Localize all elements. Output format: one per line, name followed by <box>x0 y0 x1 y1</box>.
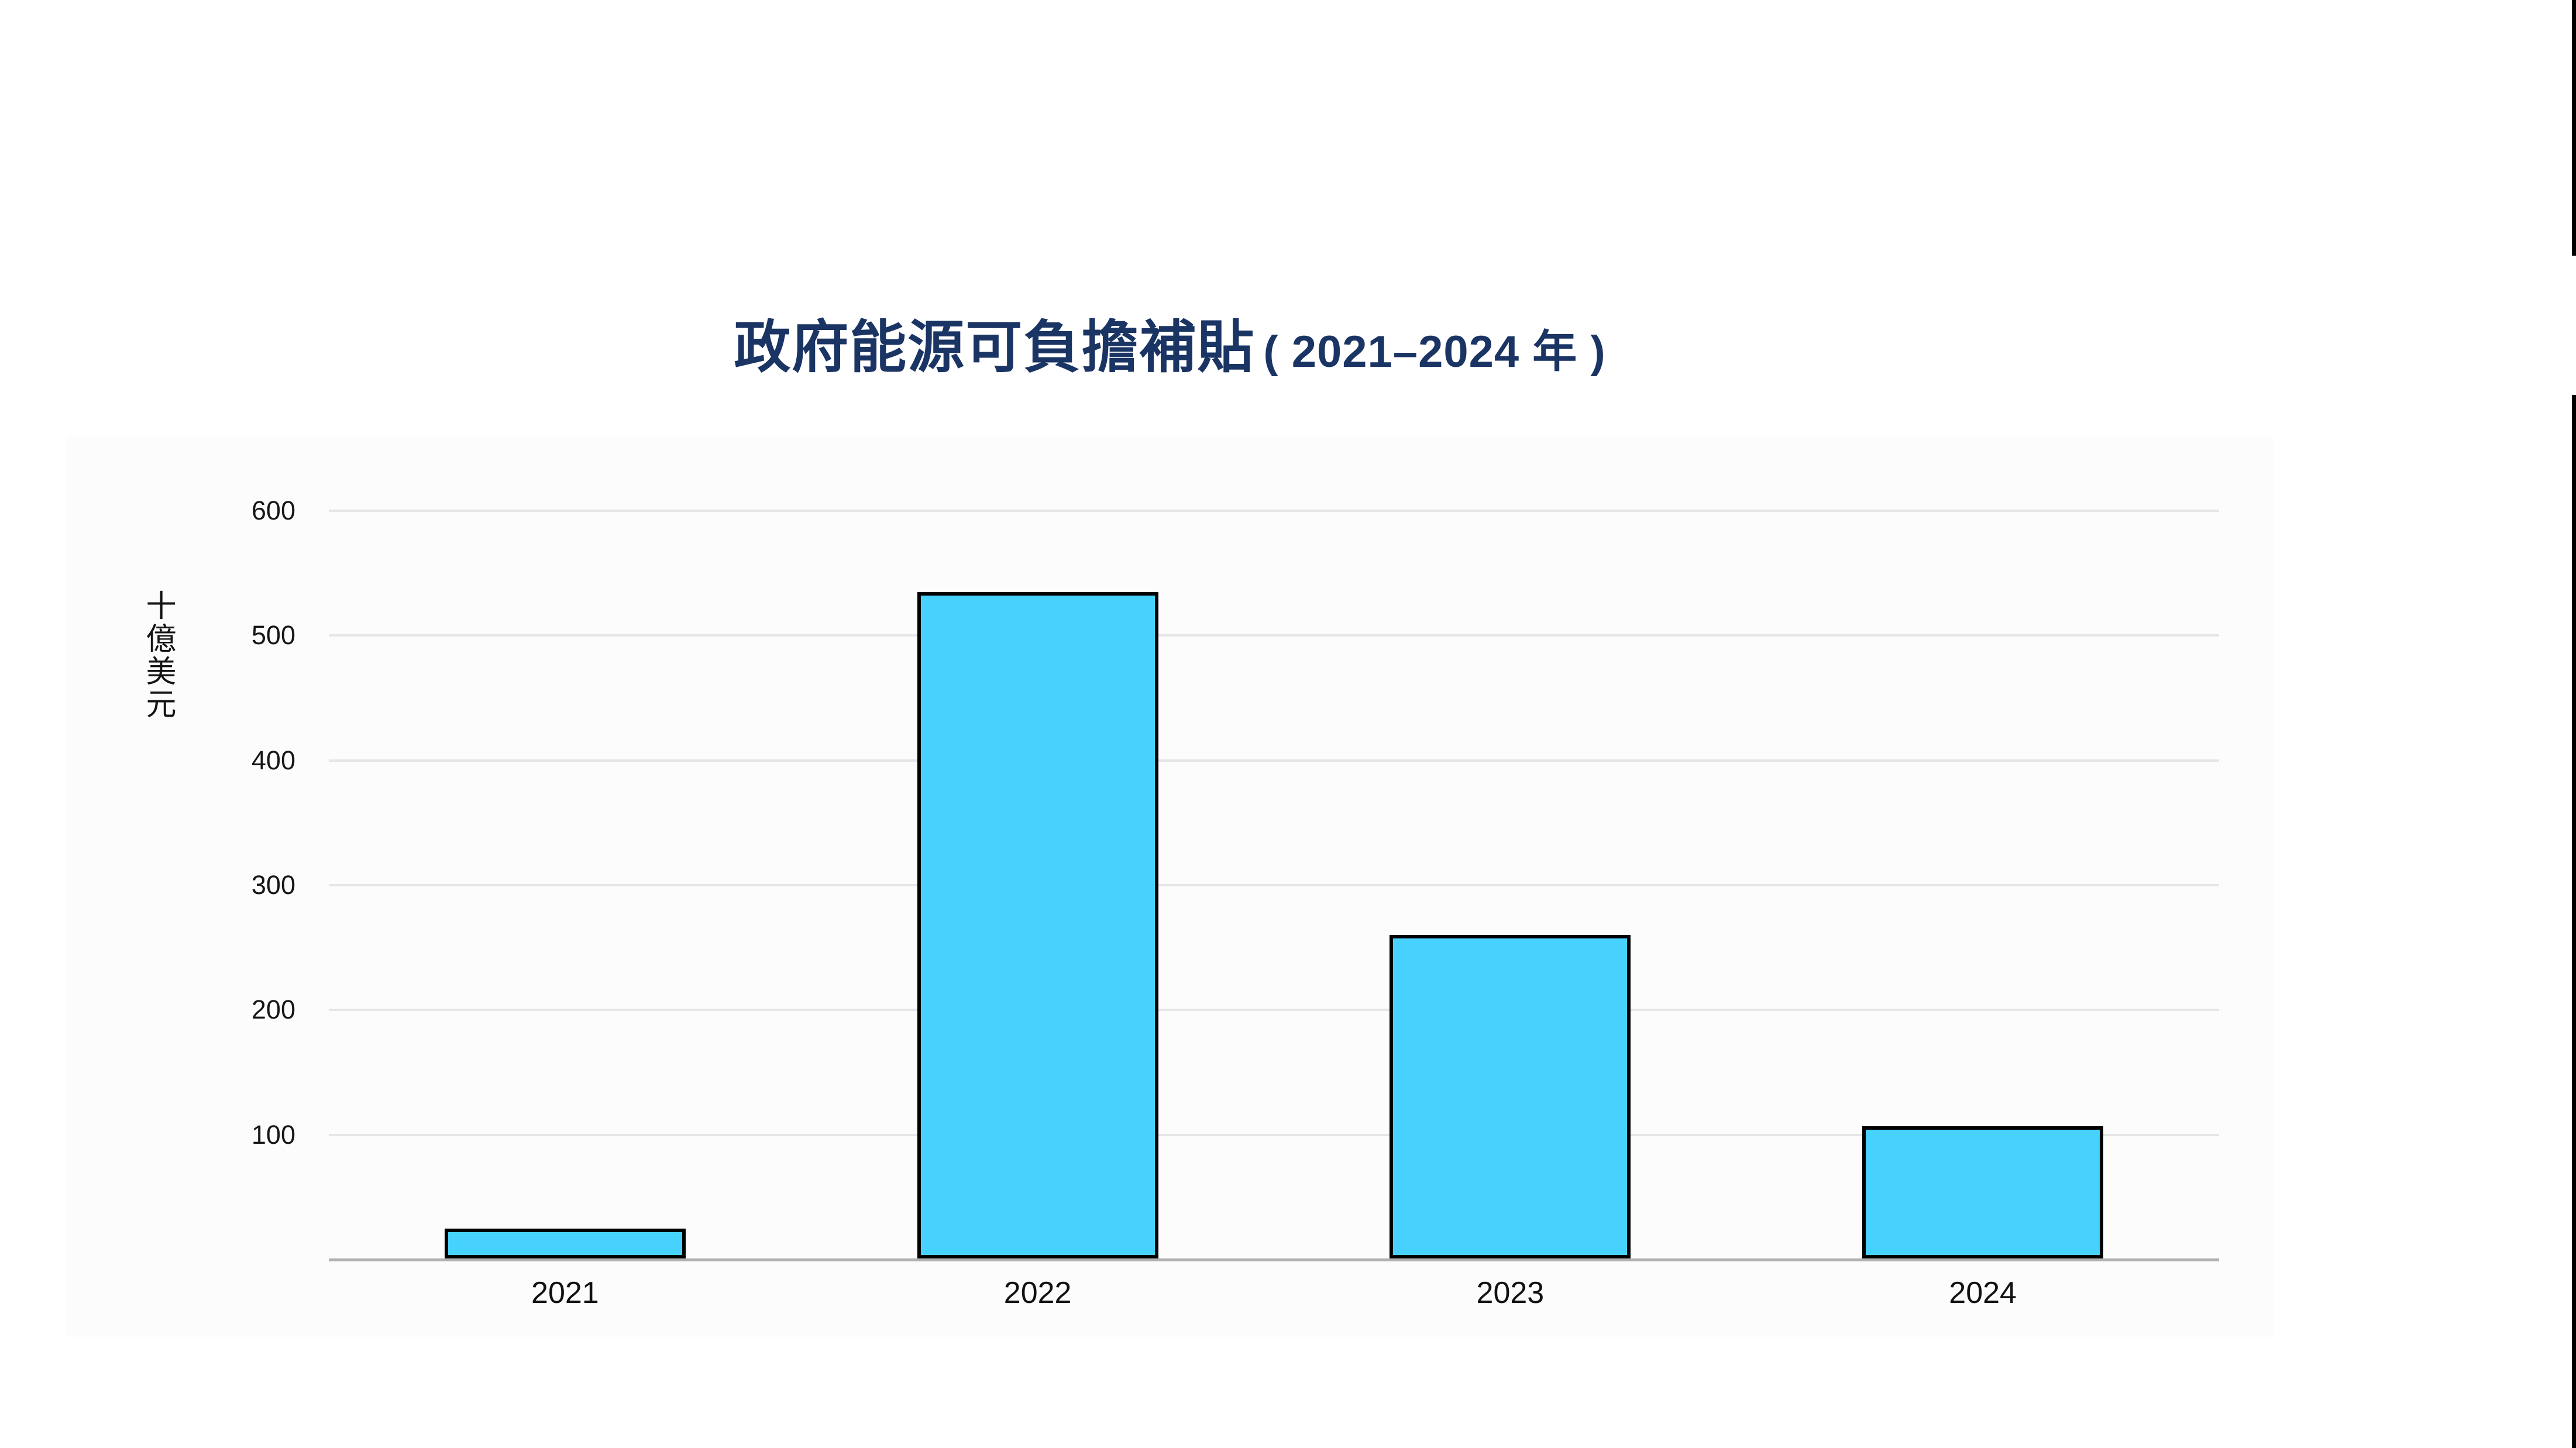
y-tick-label-600: 600 <box>251 496 295 525</box>
y-tick-label-400: 400 <box>251 745 295 775</box>
y-tick-label-100: 100 <box>251 1119 295 1150</box>
bar-2022 <box>917 591 1158 1258</box>
gridline-y-400 <box>329 759 2219 762</box>
x-tick-label-2023: 2023 <box>1476 1276 1545 1310</box>
gridline-y-300 <box>329 884 2219 886</box>
bar-2021 <box>444 1228 686 1258</box>
bar-2023 <box>1390 935 1631 1258</box>
chart-title-range: ( 2021–2024 年 ) <box>1263 327 1606 377</box>
y-tick-label-200: 200 <box>251 995 295 1025</box>
gridline-y-600 <box>329 510 2219 512</box>
x-tick-label-2024: 2024 <box>1949 1276 2017 1310</box>
scrollbar-track-top[interactable] <box>2572 0 2576 256</box>
chart-title-main: 政府能源可負擔補貼 <box>734 315 1256 379</box>
y-tick-label-300: 300 <box>251 870 295 900</box>
x-axis-baseline <box>329 1258 2219 1261</box>
gridline-y-100 <box>329 1133 2219 1136</box>
y-axis-title: 十億美元 <box>141 590 175 721</box>
x-tick-label-2021: 2021 <box>531 1276 599 1310</box>
chart-title: 政府能源可負擔補貼( 2021–2024 年 ) <box>66 315 2274 380</box>
gridline-y-200 <box>329 1009 2219 1012</box>
bar-2024 <box>1862 1126 2104 1258</box>
scrollbar-track-bottom[interactable] <box>2572 395 2576 1448</box>
gridline-y-500 <box>329 634 2219 637</box>
y-tick-label-500: 500 <box>251 620 295 651</box>
x-tick-label-2022: 2022 <box>1003 1276 1072 1310</box>
